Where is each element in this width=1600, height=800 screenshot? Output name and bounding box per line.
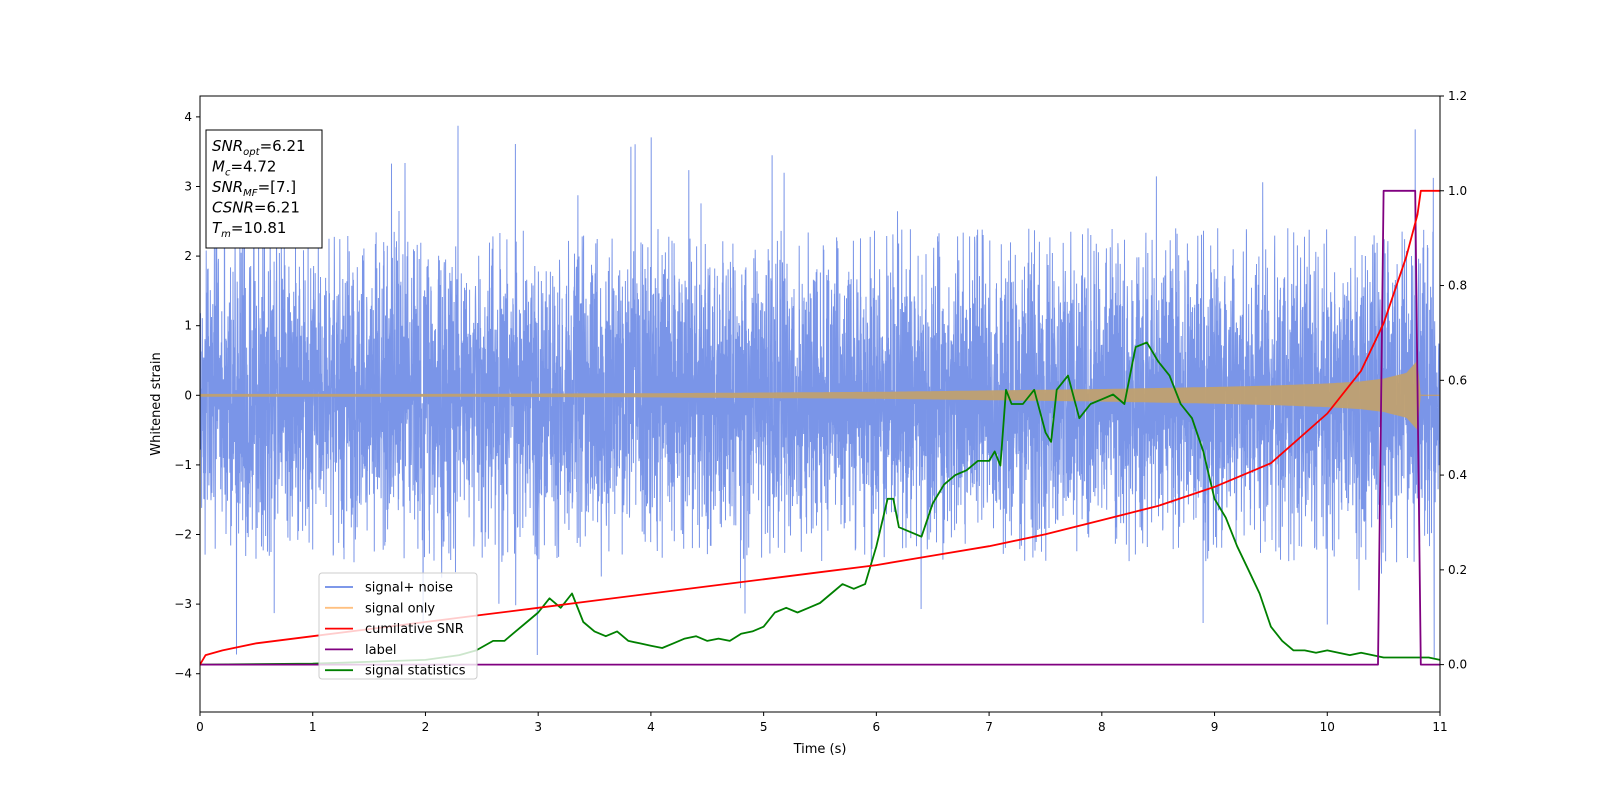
x-tick-label: 11 <box>1432 720 1447 734</box>
series-signal-statistics <box>200 341 1440 666</box>
y2-tick-label: 0.6 <box>1448 373 1467 387</box>
y2-tick-label: 0.8 <box>1448 279 1467 293</box>
info-box-line: SNRopt=6.21 <box>212 137 306 158</box>
y2-tick-label: 1.2 <box>1448 89 1467 103</box>
x-tick-label: 4 <box>647 720 655 734</box>
y-tick-label: 1 <box>184 319 192 333</box>
y2-tick-label: 0.4 <box>1448 468 1467 482</box>
series-signal-only <box>200 361 1421 430</box>
x-axis-label: Time (s) <box>793 742 847 757</box>
y2-tick-label: 0.2 <box>1448 563 1467 577</box>
x-tick-label: 8 <box>1098 720 1106 734</box>
x-tick-label: 1 <box>309 720 317 734</box>
legend: signal+ noise signal only cumilative SNR la… <box>318 572 478 680</box>
series-signal-plus-noise <box>200 125 1440 658</box>
info-box-line: Mc=4.72 <box>212 158 276 179</box>
x-tick-label: 7 <box>985 720 993 734</box>
y-axis-label: Whitened strain <box>149 352 164 455</box>
y-tick-label: 4 <box>184 110 192 124</box>
x-tick-label: 2 <box>422 720 430 734</box>
y-tick-label: −1 <box>174 458 192 472</box>
axes-frame <box>199 95 1441 713</box>
info-box-line: SNRMF=[7.] <box>212 178 296 199</box>
y2-tick-label: 0.0 <box>1448 658 1467 672</box>
x-tick-label: 9 <box>1211 720 1219 734</box>
y-tick-label: 3 <box>184 179 192 193</box>
y-axis-left: −4 −3 −2 −1 0 1 2 3 4 <box>174 110 200 681</box>
legend-label: signal+ noise <box>365 581 453 596</box>
x-tick-label: 3 <box>534 720 542 734</box>
x-axis: 0 1 2 3 4 5 6 7 8 9 10 11 <box>196 712 1448 734</box>
y-tick-label: −4 <box>174 667 192 681</box>
x-tick-label: 5 <box>760 720 768 734</box>
legend-frame <box>318 572 478 680</box>
y-tick-label: 0 <box>184 388 192 402</box>
x-tick-label: 6 <box>873 720 881 734</box>
legend-label: signal statistics <box>365 664 466 679</box>
series-label <box>200 189 1440 666</box>
y-axis-right: 0.0 0.2 0.4 0.6 0.8 1.0 1.2 <box>1440 89 1467 672</box>
x-tick-label: 10 <box>1320 720 1335 734</box>
legend-label: cumilative SNR <box>365 622 464 637</box>
y-tick-label: 2 <box>184 249 192 263</box>
legend-label: label <box>365 643 396 658</box>
info-box-line: CSNR=6.21 <box>212 199 300 217</box>
legend-label: signal only <box>365 601 435 616</box>
x-tick-label: 0 <box>196 720 204 734</box>
y2-tick-label: 1.0 <box>1448 184 1467 198</box>
y-tick-label: −3 <box>174 597 192 611</box>
info-box-frame <box>205 129 323 249</box>
y-tick-label: −2 <box>174 528 192 542</box>
info-box-line: Tm=10.81 <box>212 219 286 240</box>
